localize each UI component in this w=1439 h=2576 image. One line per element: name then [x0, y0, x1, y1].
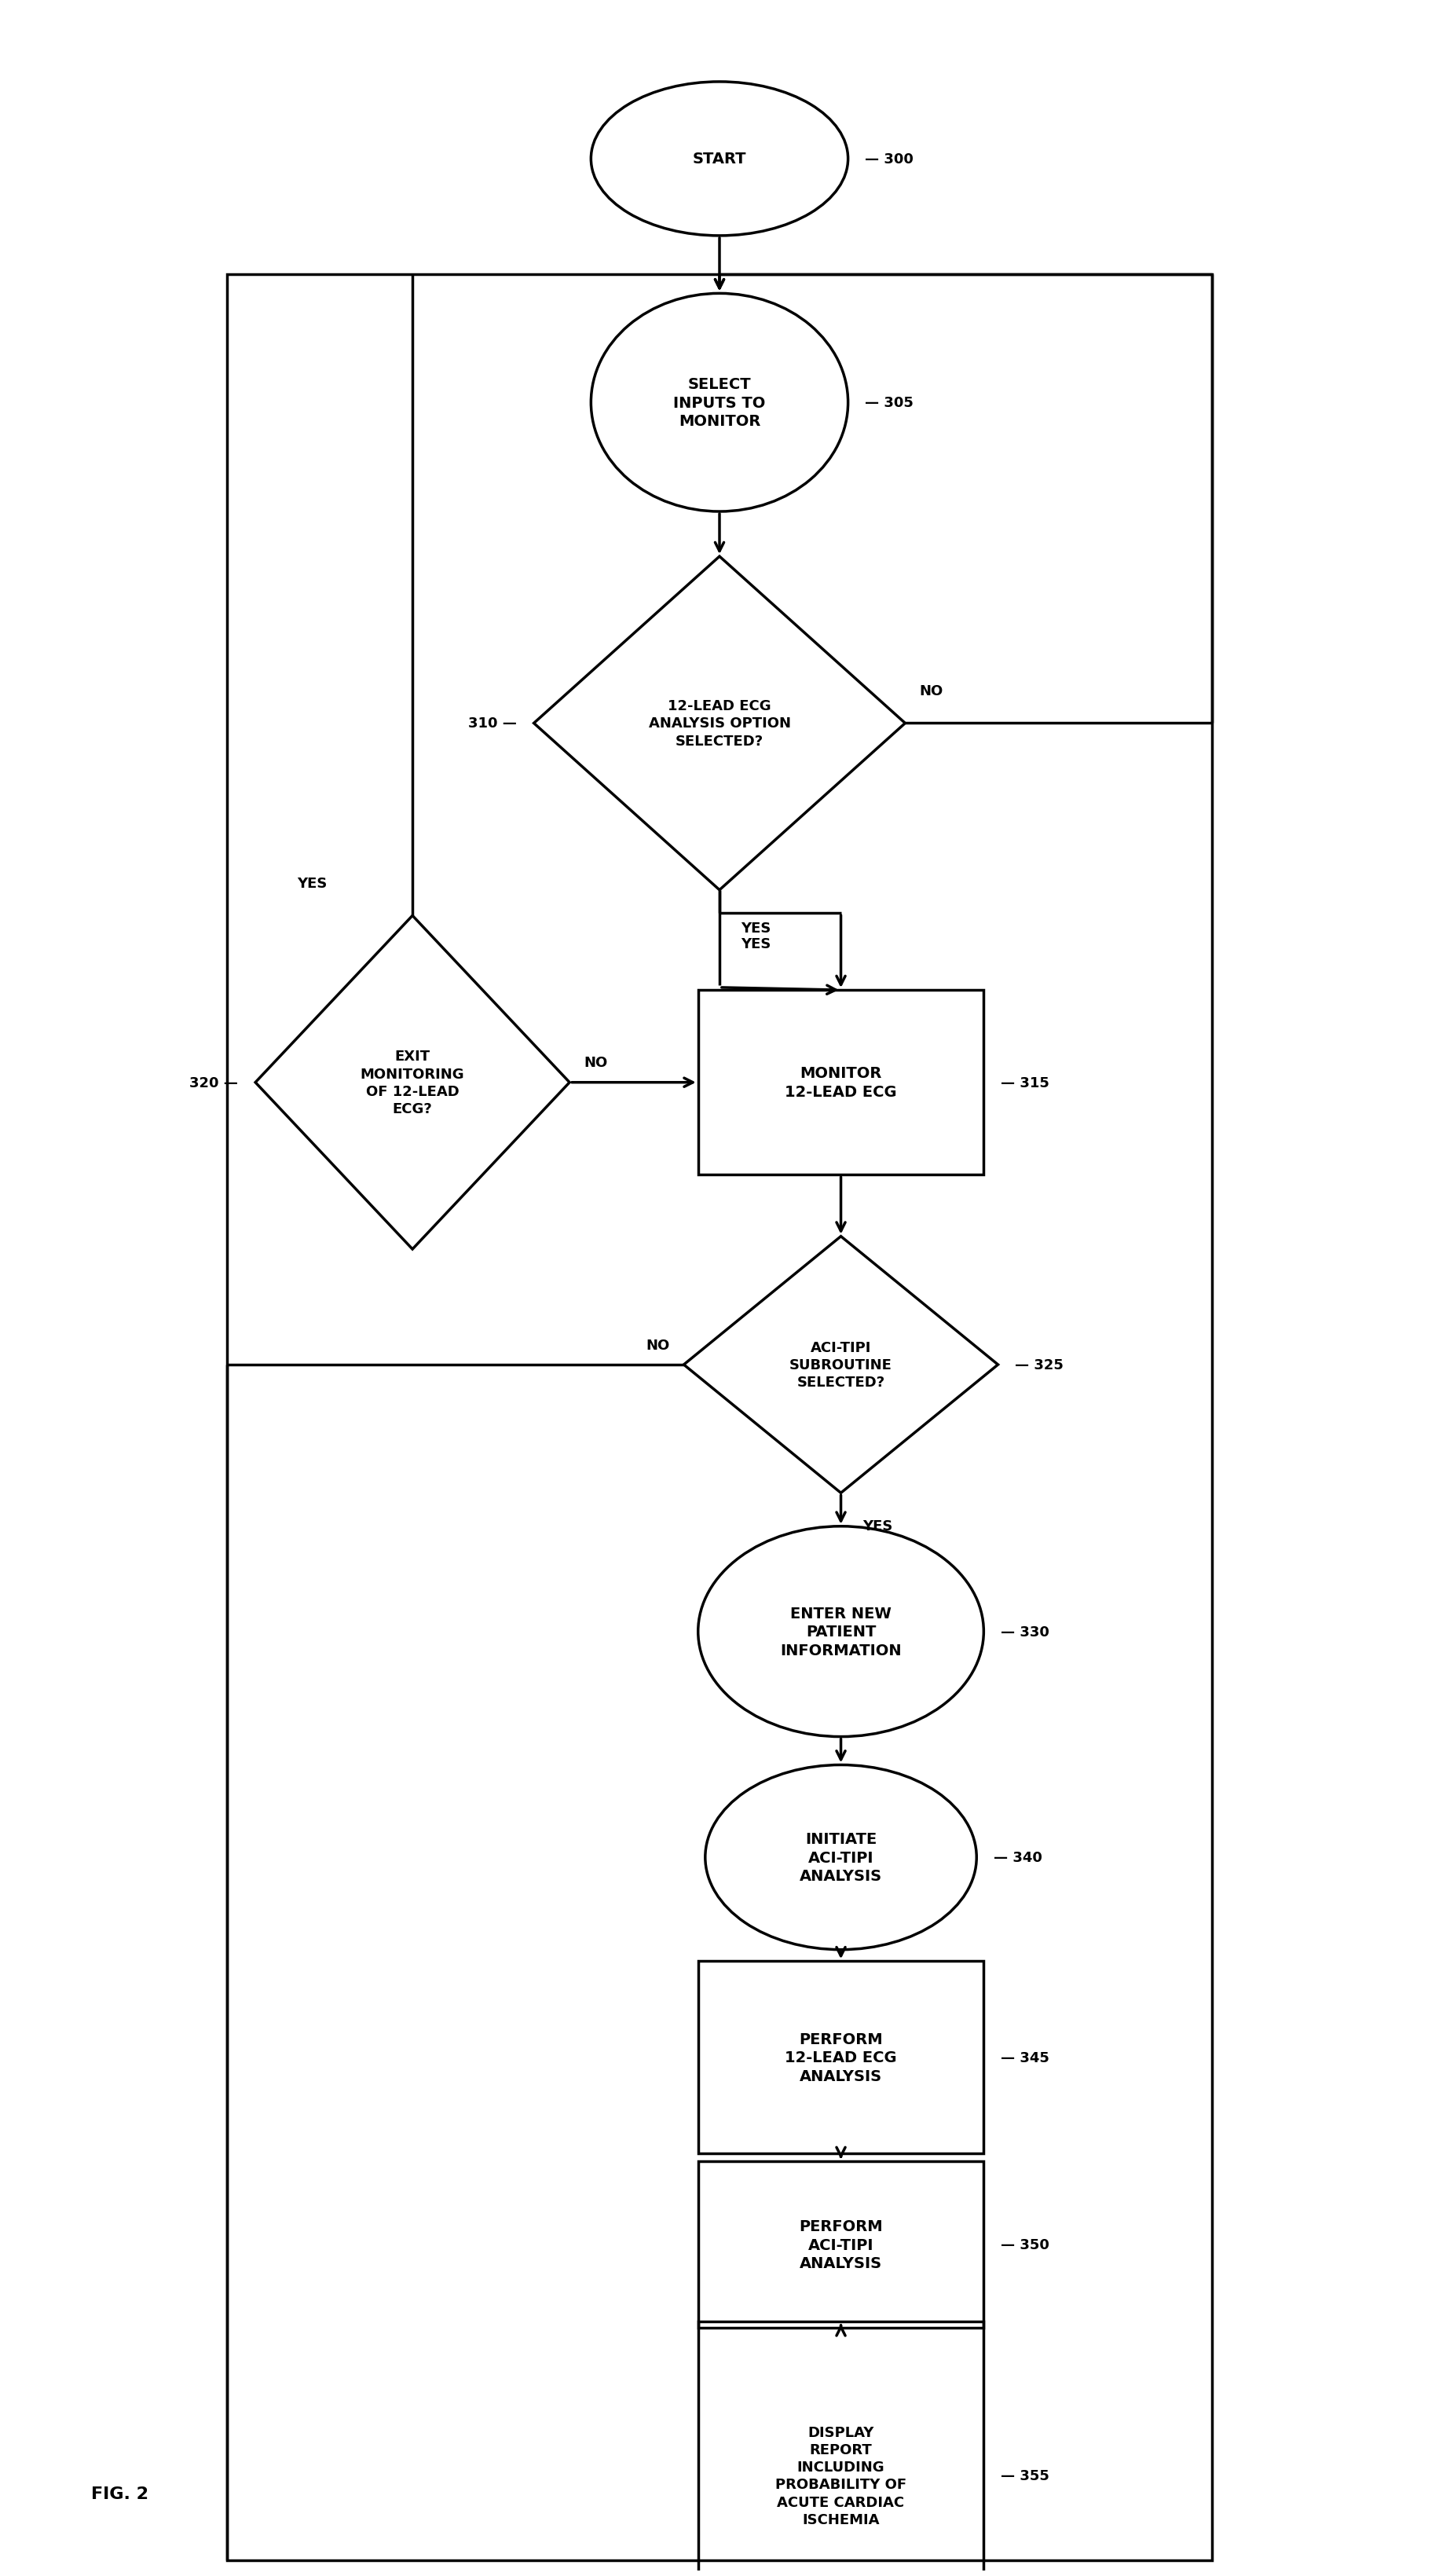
Text: YES: YES	[741, 938, 771, 951]
Text: — 330: — 330	[1002, 1625, 1049, 1638]
Text: PERFORM
ACI-TIPI
ANALYSIS: PERFORM ACI-TIPI ANALYSIS	[799, 2218, 882, 2269]
Text: 320 —: 320 —	[190, 1077, 239, 1090]
Text: DISPLAY
REPORT
INCLUDING
PROBABILITY OF
ACUTE CARDIAC
ISCHEMIA: DISPLAY REPORT INCLUDING PROBABILITY OF …	[776, 2424, 907, 2527]
Text: ACI-TIPI
SUBROUTINE
SELECTED?: ACI-TIPI SUBROUTINE SELECTED?	[790, 1340, 892, 1388]
Text: INITIATE
ACI-TIPI
ANALYSIS: INITIATE ACI-TIPI ANALYSIS	[800, 1832, 882, 1883]
Bar	[698, 1960, 984, 2154]
Text: SELECT
INPUTS TO
MONITOR: SELECT INPUTS TO MONITOR	[673, 376, 766, 430]
Text: — 340: — 340	[994, 1850, 1042, 1865]
Bar	[698, 2321, 984, 2576]
Text: YES: YES	[296, 876, 327, 891]
Text: — 315: — 315	[1002, 1077, 1049, 1090]
Bar	[698, 2161, 984, 2329]
Text: MONITOR
12-LEAD ECG: MONITOR 12-LEAD ECG	[784, 1066, 896, 1100]
Text: FIG. 2: FIG. 2	[91, 2486, 148, 2501]
Text: START: START	[692, 152, 747, 167]
Text: — 355: — 355	[1002, 2468, 1049, 2483]
Text: — 350: — 350	[1002, 2239, 1049, 2251]
Text: NO: NO	[584, 1056, 607, 1069]
Text: NO: NO	[646, 1337, 669, 1352]
Text: YES: YES	[862, 1520, 892, 1533]
Text: — 305: — 305	[865, 397, 914, 410]
Text: — 325: — 325	[1014, 1358, 1063, 1373]
Text: — 300: — 300	[865, 152, 914, 167]
Bar	[227, 276, 1212, 2561]
Bar	[698, 989, 984, 1175]
Text: EXIT
MONITORING
OF 12-LEAD
ECG?: EXIT MONITORING OF 12-LEAD ECG?	[360, 1048, 465, 1115]
Text: 310 —: 310 —	[468, 716, 517, 732]
Text: NO: NO	[920, 683, 943, 698]
Text: ENTER NEW
PATIENT
INFORMATION: ENTER NEW PATIENT INFORMATION	[780, 1605, 902, 1656]
Text: — 345: — 345	[1002, 2050, 1049, 2063]
Text: PERFORM
12-LEAD ECG
ANALYSIS: PERFORM 12-LEAD ECG ANALYSIS	[784, 2032, 896, 2084]
Text: 12-LEAD ECG
ANALYSIS OPTION
SELECTED?: 12-LEAD ECG ANALYSIS OPTION SELECTED?	[649, 698, 790, 747]
Text: YES: YES	[741, 922, 771, 935]
